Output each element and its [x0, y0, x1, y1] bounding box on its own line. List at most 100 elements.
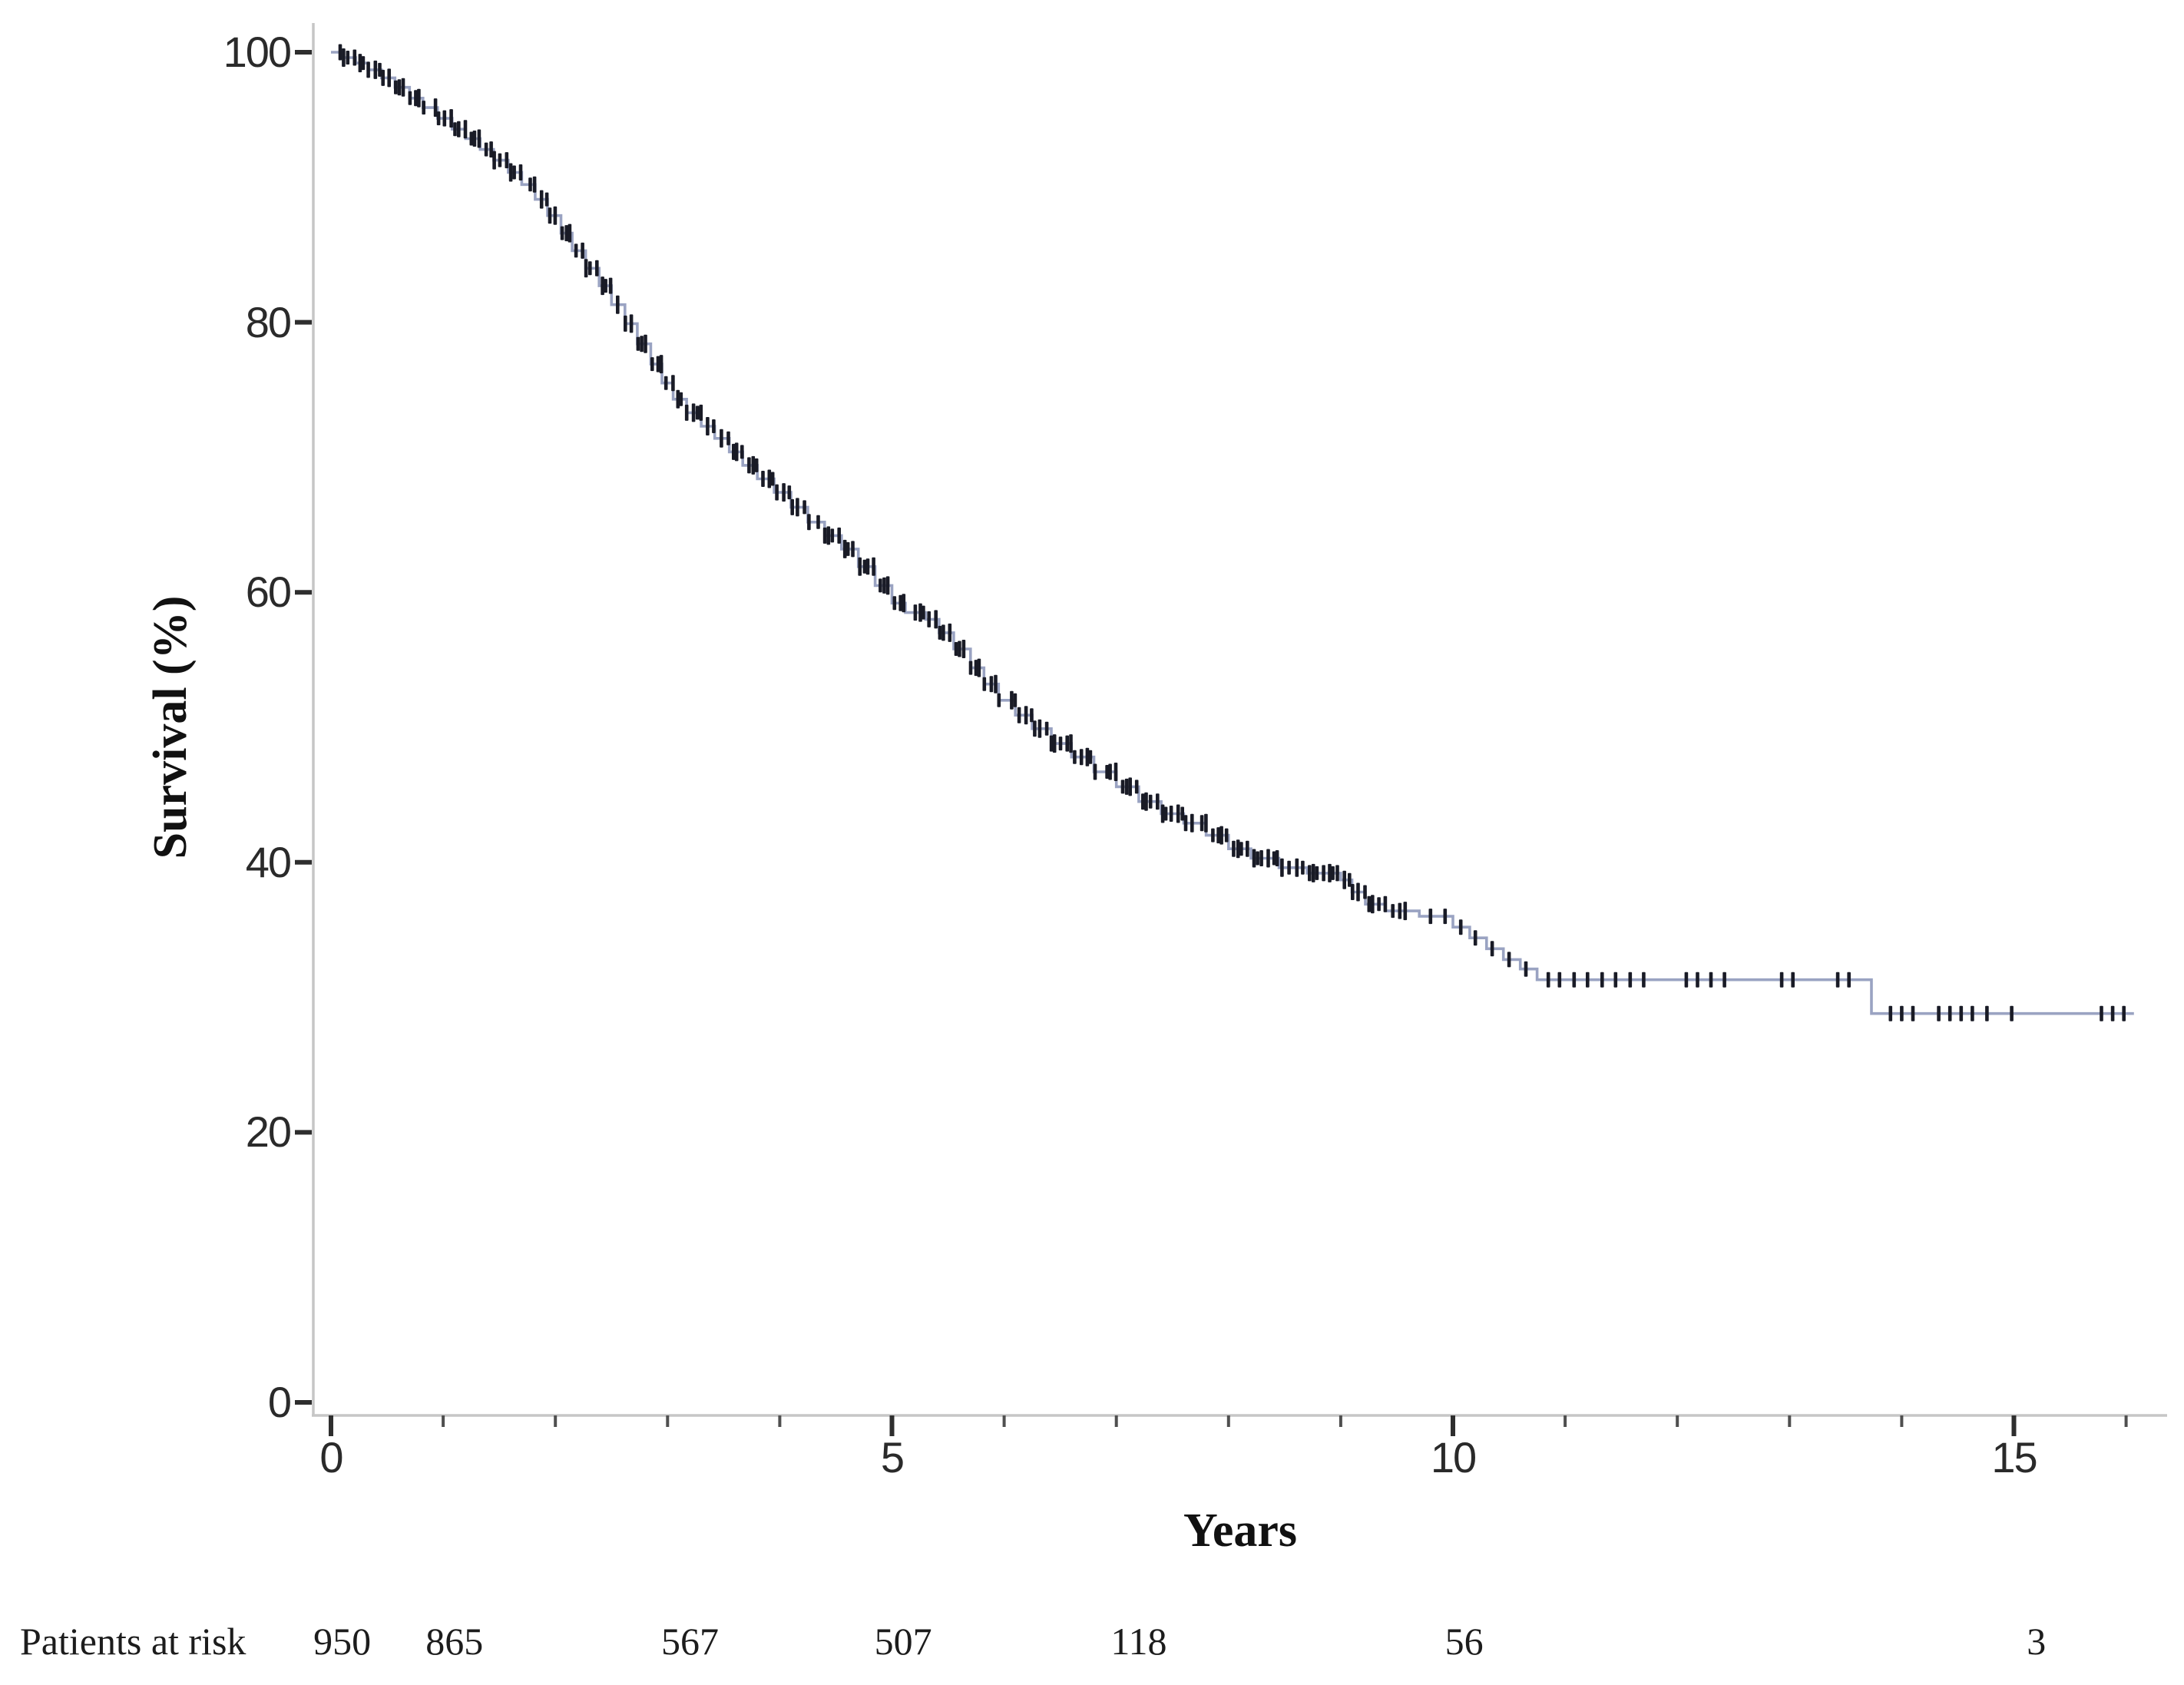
censor-tick: [1239, 842, 1243, 856]
censor-tick: [381, 69, 385, 86]
censor-tick: [1356, 882, 1360, 902]
censor-tick: [822, 527, 827, 544]
censor-tick: [1301, 860, 1305, 875]
y-axis-title: Survival (%): [144, 595, 197, 859]
censor-tick: [898, 594, 902, 611]
censor-tick: [977, 658, 981, 677]
censor-tick: [934, 610, 938, 629]
censor-tick: [1190, 813, 1194, 833]
censor-tick: [775, 484, 779, 501]
censor-tick: [1266, 849, 1270, 868]
censor-tick: [1348, 872, 1352, 887]
censor-tick: [1428, 909, 1433, 925]
censor-tick: [1219, 826, 1223, 845]
censor-tick: [568, 223, 572, 243]
censor-tick: [913, 604, 918, 621]
censor-tick: [608, 277, 613, 294]
y-tick-label: 20: [245, 1107, 292, 1157]
censor-tick: [1377, 897, 1381, 912]
censor-tick: [1148, 794, 1153, 809]
survival-curve: [331, 51, 2134, 1015]
censor-tick: [366, 61, 370, 78]
censor-tick: [512, 165, 516, 180]
censor-tick: [1085, 747, 1090, 766]
censor-tick: [1900, 1005, 1904, 1021]
censor-tick: [699, 404, 703, 421]
censor-tick: [433, 98, 438, 118]
censor-tick: [532, 176, 537, 193]
censor-tick: [974, 660, 978, 677]
censor-tick: [528, 177, 532, 192]
censor-tick: [684, 404, 689, 421]
censor-tick: [754, 458, 759, 472]
censor-tick: [1033, 720, 1037, 737]
censor-tick: [676, 389, 680, 409]
censor-tick: [1030, 708, 1034, 723]
censor-tick: [1156, 793, 1160, 810]
censor-tick: [706, 417, 710, 435]
censor-tick: [1224, 828, 1229, 842]
censor-tick: [1295, 858, 1299, 877]
censor-tick: [1959, 1005, 1964, 1021]
censor-tick: [1183, 815, 1188, 832]
censor-tick: [1069, 734, 1073, 753]
censor-tick: [941, 624, 945, 641]
censor-tick: [902, 594, 906, 613]
censor-tick: [1079, 749, 1084, 766]
at-risk-count: 865: [425, 1620, 484, 1663]
censor-tick: [560, 226, 564, 240]
censor-tick: [1259, 850, 1263, 866]
censor-tick: [954, 642, 958, 656]
censor-tick: [1546, 972, 1550, 988]
censor-tick: [659, 355, 663, 374]
censor-tick: [1010, 690, 1014, 710]
censor-tick: [1911, 1005, 1915, 1021]
censor-tick: [656, 356, 660, 372]
censor-tick: [449, 109, 453, 128]
censor-tick: [408, 91, 412, 105]
censor-tick: [816, 515, 820, 529]
censor-tick: [2122, 1005, 2126, 1021]
censor-tick: [885, 576, 890, 595]
censor-tick: [1052, 734, 1057, 753]
x-tick-label: 10: [1430, 1433, 1477, 1481]
censor-tick: [1331, 866, 1335, 880]
censor-tick: [968, 660, 973, 675]
at-risk-count: 950: [313, 1620, 372, 1663]
censor-tick: [1367, 895, 1372, 912]
censor-tick: [720, 429, 723, 448]
censor-tick: [373, 60, 378, 79]
censor-tick: [767, 469, 772, 488]
censor-tick: [1275, 850, 1279, 866]
censor-tick: [553, 206, 558, 225]
censor-tick: [417, 88, 421, 108]
censor-tick: [1105, 765, 1109, 779]
censor-tick: [1065, 735, 1069, 752]
censor-tick: [1351, 884, 1355, 900]
censor-tick: [1176, 804, 1180, 823]
censor-tick: [790, 498, 794, 515]
censor-tick: [650, 357, 654, 372]
censor-tick: [927, 611, 931, 627]
censor-tick: [457, 121, 461, 137]
at-risk-count: 3: [2027, 1620, 2047, 1663]
censor-tick: [1971, 1005, 1974, 1021]
censor-tick: [1937, 1005, 1941, 1021]
censor-tick: [726, 431, 730, 445]
censor-tick: [1328, 863, 1332, 882]
censor-tick: [872, 557, 875, 576]
censor-tick: [1696, 972, 1699, 988]
censor-tick: [938, 625, 942, 640]
censor-tick: [498, 153, 502, 167]
censor-tick: [1403, 902, 1408, 921]
censor-tick: [1835, 972, 1840, 988]
censor-tick: [796, 498, 799, 517]
censor-tick: [629, 314, 634, 333]
censor-tick: [1383, 895, 1388, 912]
censor-tick: [1985, 1005, 1989, 1021]
x-axis-title: Years: [1183, 1505, 1298, 1557]
censor-tick: [1044, 721, 1049, 736]
censor-tick: [544, 192, 549, 207]
censor-tick: [397, 79, 402, 96]
censor-tick: [358, 54, 362, 73]
